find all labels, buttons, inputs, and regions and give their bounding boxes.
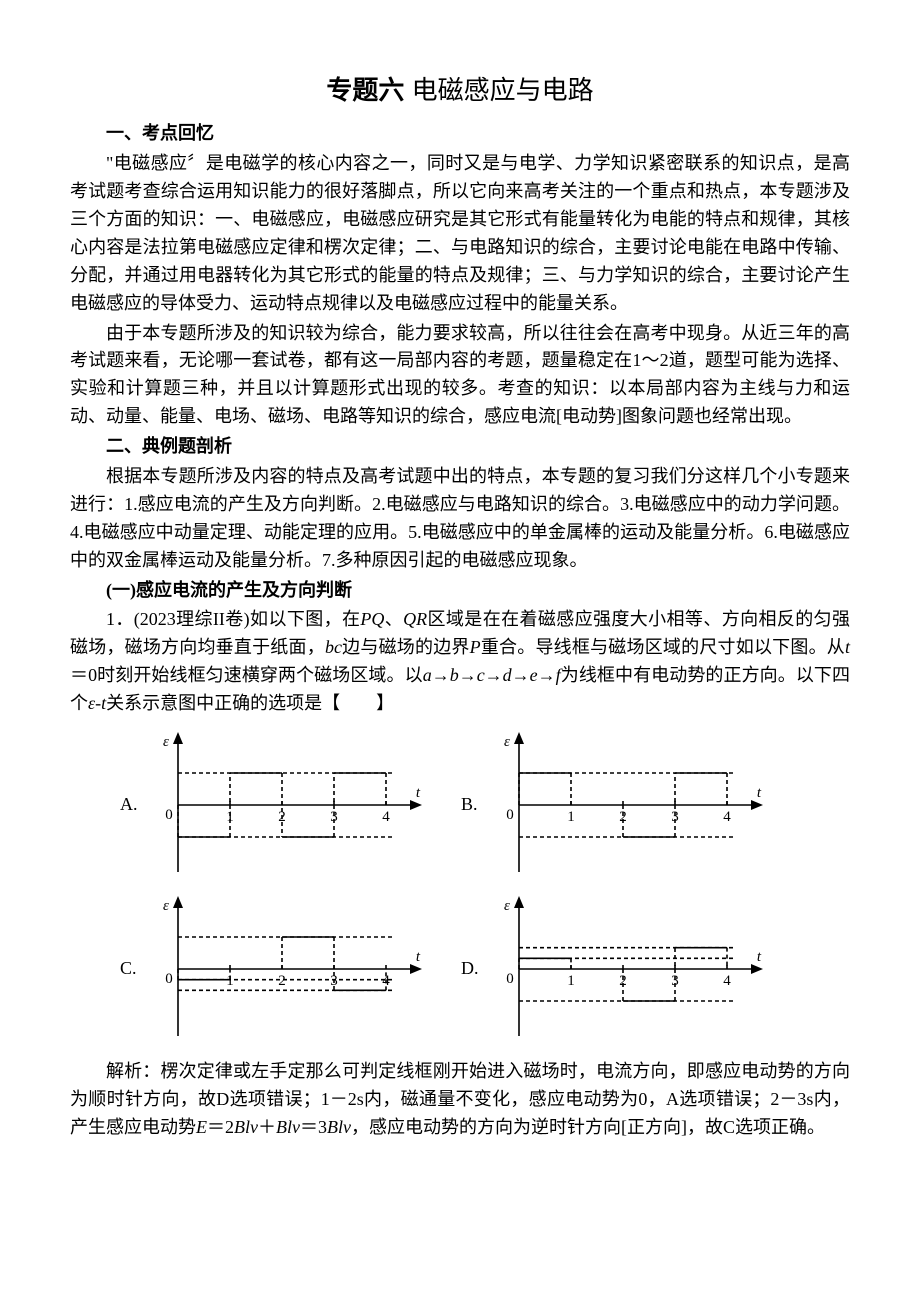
q1-text: 重合。导线框与磁场区域的尺寸如以下图。从 <box>481 637 845 657</box>
svg-text:0: 0 <box>165 807 173 823</box>
expl-blv: Blv <box>234 1117 258 1137</box>
q1-path: a→b→c→d→e→f <box>423 665 561 685</box>
svg-text:t: t <box>757 785 762 801</box>
question-1: 1．(2023理综II卷)如以下图，在PQ、QR区域是在在着磁感应强度大小相等、… <box>70 606 850 718</box>
chart-row-1: A. εt01234 B. εt01234 <box>120 730 850 880</box>
svg-text:t: t <box>757 949 762 965</box>
q1-text: ＝0时刻开始线框匀速横穿两个磁场区域。以 <box>70 665 423 685</box>
section-1-heading: 一、考点回忆 <box>70 120 850 148</box>
svg-text:t: t <box>416 785 421 801</box>
option-c-label: C. <box>120 955 148 983</box>
paragraph-3: 根据本专题所涉及内容的特点及高考试题中出的特点，本专题的复习我们分这样几个小专题… <box>70 463 850 575</box>
expl-blv: Blv <box>327 1117 351 1137</box>
paragraph-2: 由于本专题所涉及的知识较为综合，能力要求较高，所以往往会在高考中现身。从近三年的… <box>70 320 850 432</box>
chart-d: εt01234 <box>489 894 774 1044</box>
svg-text:0: 0 <box>506 807 514 823</box>
page-title: 专题六 电磁感应与电路 <box>70 70 850 110</box>
chart-grid: A. εt01234 B. εt01234 C. εt01234 D. εt01… <box>120 730 850 1044</box>
q1-p: P <box>470 637 481 657</box>
expl-blv: Blv <box>276 1117 300 1137</box>
paragraph-1: "电磁感应〞是电磁学的核心内容之一，同时又是与电学、力学知识紧密联系的知识点，是… <box>70 150 850 317</box>
chart-row-2: C. εt01234 D. εt01234 <box>120 894 850 1044</box>
chart-b: εt01234 <box>489 730 774 880</box>
svg-text:ε: ε <box>504 898 510 914</box>
svg-text:4: 4 <box>723 973 731 989</box>
option-b-label: B. <box>461 791 489 819</box>
svg-text:ε: ε <box>163 898 169 914</box>
svg-text:1: 1 <box>567 809 575 825</box>
chart-a: εt01234 <box>148 730 433 880</box>
svg-text:t: t <box>416 949 421 965</box>
svg-text:1: 1 <box>226 973 234 989</box>
svg-text:0: 0 <box>506 971 514 987</box>
option-d-label: D. <box>461 955 489 983</box>
svg-text:ε: ε <box>163 734 169 750</box>
q1-text: 、 <box>384 609 403 629</box>
svg-text:4: 4 <box>723 809 731 825</box>
subsection-1-heading: (一)感应电流的产生及方向判断 <box>70 577 850 605</box>
q1-et: ε-t <box>88 693 106 713</box>
svg-text:ε: ε <box>504 734 510 750</box>
q1-text: 1．(2023理综II卷)如以下图，在 <box>106 609 360 629</box>
svg-text:2: 2 <box>278 973 286 989</box>
expl-text: ，感应电动势的方向为逆时针方向[正方向]，故C选项正确。 <box>351 1117 825 1137</box>
svg-text:4: 4 <box>382 809 390 825</box>
option-a-label: A. <box>120 791 148 819</box>
q1-qr: QR <box>403 609 427 629</box>
q1-bc: bc <box>325 637 342 657</box>
explanation: 解析：楞次定律或左手定那么可判定线框刚开始进入磁场时，电流方向，即感应电动势的方… <box>70 1058 850 1142</box>
q1-t: t <box>845 637 850 657</box>
q1-pq: PQ <box>360 609 384 629</box>
expl-e: E <box>196 1117 207 1137</box>
q1-text: 关系示意图中正确的选项是【 】 <box>106 693 394 713</box>
title-bold: 专题六 <box>326 75 404 105</box>
q1-text: 边与磁场的边界 <box>342 637 470 657</box>
expl-text: ＝2 <box>207 1117 234 1137</box>
svg-text:1: 1 <box>567 973 575 989</box>
section-2-heading: 二、典例题剖析 <box>70 433 850 461</box>
chart-c: εt01234 <box>148 894 433 1044</box>
svg-text:0: 0 <box>165 971 173 987</box>
expl-text: ＋ <box>258 1117 276 1137</box>
title-rest: 电磁感应与电路 <box>404 75 593 105</box>
expl-text: ＝3 <box>300 1117 327 1137</box>
